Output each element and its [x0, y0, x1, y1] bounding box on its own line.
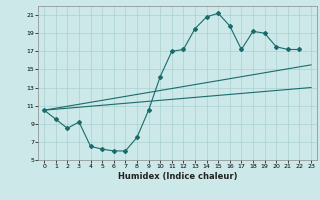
X-axis label: Humidex (Indice chaleur): Humidex (Indice chaleur) — [118, 172, 237, 181]
